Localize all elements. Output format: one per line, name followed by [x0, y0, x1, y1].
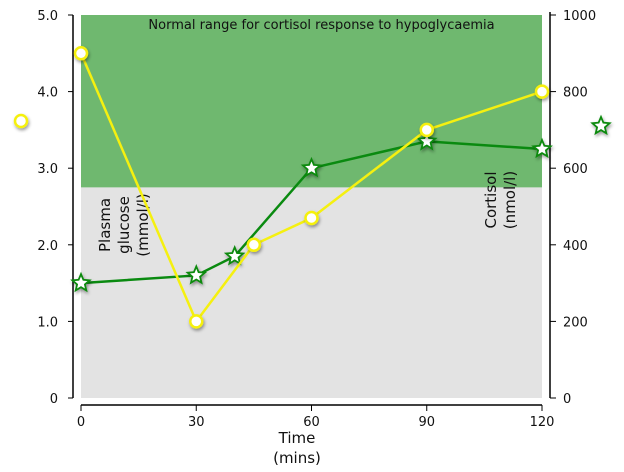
- right-tick-label: 400: [563, 239, 588, 254]
- right-tick-label: 0: [563, 392, 571, 407]
- x-tick-label: 90: [418, 415, 435, 430]
- left-axis-label: Plasma: [96, 198, 114, 252]
- cortisol-point: [300, 156, 323, 178]
- left-tick-label: 0: [50, 392, 58, 407]
- cortisol-point: [70, 271, 92, 293]
- cortisol-legend-marker: [590, 114, 612, 136]
- glucose-point: [246, 237, 262, 253]
- right-tick-label: 600: [563, 162, 588, 177]
- x-tick-label: 120: [530, 415, 555, 430]
- left-tick-label: 1.0: [37, 315, 58, 330]
- right-tick-label: 800: [563, 86, 588, 101]
- glucose-line: [79, 52, 543, 324]
- cortisol-point: [531, 137, 553, 159]
- right-tick-label: 1000: [563, 9, 596, 24]
- left-tick-label: 4.0: [37, 86, 58, 101]
- x-axis-label: Time: [278, 429, 316, 447]
- cortisol-point: [415, 130, 438, 151]
- right-axis-label: (nmol/l): [501, 171, 519, 229]
- x-axis-label: (mins): [273, 449, 321, 467]
- x-tick-label: 30: [188, 415, 205, 430]
- left-tick-label: 5.0: [37, 9, 58, 24]
- x-tick-label: 0: [77, 415, 85, 430]
- right-tick-label: 200: [563, 315, 588, 330]
- glucose-legend-marker: [13, 113, 29, 129]
- left-tick-label: 3.0: [37, 162, 58, 177]
- left-axis-label: (mmol/l): [134, 193, 152, 257]
- glucose-point: [304, 210, 319, 226]
- x-tick-label: 60: [303, 415, 320, 430]
- glucose-point: [534, 84, 550, 99]
- right-axis-label: Cortisol: [482, 171, 500, 228]
- glucose-point: [189, 314, 204, 329]
- normal-range-label: Normal range for cortisol response to hy…: [148, 18, 494, 33]
- glucose-point: [419, 122, 434, 138]
- left-axis-label: glucose: [115, 196, 133, 254]
- cortisol-point: [185, 264, 208, 285]
- glucose-point: [73, 46, 89, 61]
- cortisol-point: [223, 244, 246, 266]
- left-tick-label: 2.0: [37, 239, 58, 254]
